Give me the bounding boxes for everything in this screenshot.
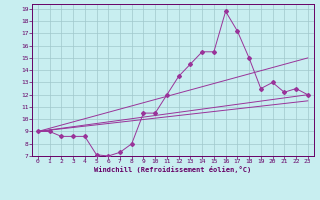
X-axis label: Windchill (Refroidissement éolien,°C): Windchill (Refroidissement éolien,°C) (94, 166, 252, 173)
